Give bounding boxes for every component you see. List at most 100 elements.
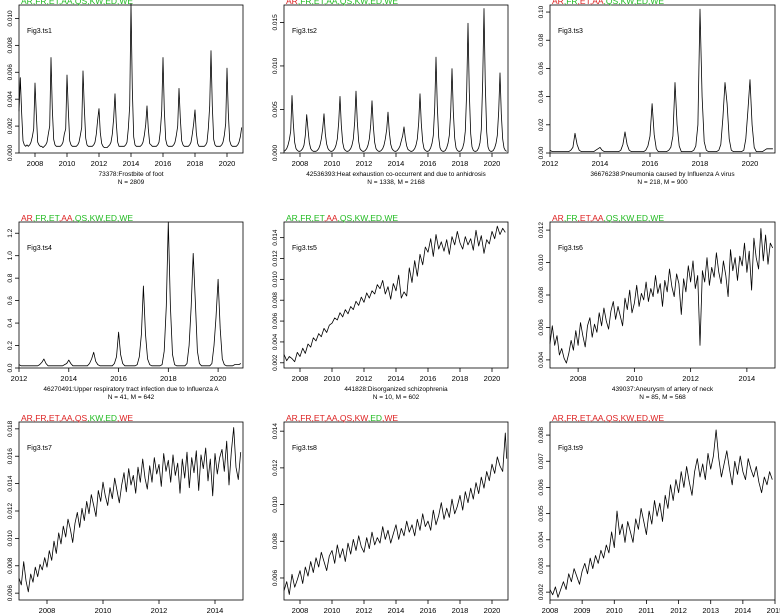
flag-separator: , (59, 0, 61, 6)
stats-label: N = 1338, M = 2168 (367, 179, 425, 186)
x-tick-label: 2009 (574, 606, 591, 615)
flag-separator: , (604, 213, 606, 223)
flag-separator: , (312, 413, 314, 423)
y-tick-label: 0.006 (7, 64, 14, 81)
flag-row: AR,FR,ET,AA,QS,KW,ED,WE (21, 0, 133, 6)
x-tick-label: 2008 (570, 374, 587, 383)
flag-separator: , (59, 413, 61, 423)
flag-separator: , (618, 413, 620, 423)
flag-qs: QS (606, 213, 619, 223)
y-tick-label: 0.8 (7, 273, 14, 282)
x-tick-label: 2014 (123, 159, 140, 168)
plot-frame (18, 421, 244, 601)
x-tick-label: 2014 (592, 159, 609, 168)
stats-label: N = 85, M = 568 (639, 394, 686, 401)
flag-qs: QS (75, 213, 88, 223)
plot-frame (283, 421, 509, 601)
flag-separator: , (590, 413, 592, 423)
flag-separator: , (648, 0, 650, 6)
flag-qs: QS (75, 413, 88, 423)
flag-qs: QS (606, 413, 619, 423)
flag-fr: FR (35, 0, 46, 6)
flag-qs: QS (606, 0, 619, 6)
y-tick-label: 0.08 (538, 34, 545, 47)
y-tick-label: 0.018 (7, 420, 14, 437)
panel-id-label: Fig3.ts8 (292, 445, 317, 452)
x-tick-label: 2014 (388, 159, 405, 168)
y-tick-label: 0.10 (538, 5, 545, 18)
flag-separator: , (590, 0, 592, 6)
flag-fr: FR (300, 213, 311, 223)
flag-we: WE (650, 413, 664, 423)
x-tick-label: 2013 (702, 606, 719, 615)
stats-label: N = 41, M = 642 (108, 394, 155, 401)
flag-separator: , (87, 413, 89, 423)
x-tick-label: 2018 (160, 374, 177, 383)
flag-we: WE (119, 0, 133, 6)
x-tick-label: 2008 (542, 606, 559, 615)
y-tick-label: 0.02 (538, 118, 545, 131)
flag-separator: , (47, 413, 49, 423)
y-tick-label: 0.010 (272, 57, 279, 74)
x-tick-label: 2016 (420, 159, 437, 168)
x-tick-label: 2008 (292, 159, 309, 168)
y-tick-label: 0.012 (538, 222, 545, 239)
flag-separator: , (368, 0, 370, 6)
x-tick-label: 2012 (11, 374, 28, 383)
flag-we: WE (650, 213, 664, 223)
flag-et: ET (49, 213, 60, 223)
x-tick-label: 2018 (692, 159, 709, 168)
y-tick-label: 0.004 (538, 351, 545, 368)
x-axis-label: 46270491:Upper respiratory tract infecti… (43, 386, 219, 393)
x-tick-label: 2008 (39, 606, 56, 615)
x-tick-label: 2018 (452, 159, 469, 168)
plot-frame (549, 421, 776, 601)
flag-et: ET (580, 0, 591, 6)
plot-frame (549, 221, 776, 369)
flag-we: WE (119, 413, 133, 423)
x-axis-label: 42536393:Heat exhaustion co-occurrent an… (306, 171, 486, 178)
y-tick-label: 0.004 (7, 91, 14, 108)
y-tick-label: 0.014 (272, 229, 279, 246)
y-tick-label: 0.003 (538, 557, 545, 574)
flag-aa: AA (326, 213, 338, 223)
flag-row: AR,FR,ET,AA,QS,KW,ED,WE (286, 213, 398, 223)
flag-qs: QS (340, 213, 353, 223)
flag-we: WE (384, 213, 398, 223)
flag-fr: FR (566, 213, 577, 223)
flag-ar: AR (552, 213, 564, 223)
flag-separator: , (338, 0, 340, 6)
y-tick-label: 0.2 (7, 341, 14, 350)
flag-separator: , (648, 413, 650, 423)
x-tick-label: 2016 (642, 159, 659, 168)
series-line (283, 225, 506, 363)
x-tick-label: 2020 (484, 159, 501, 168)
flag-separator: , (87, 213, 89, 223)
x-tick-label: 2010 (324, 159, 341, 168)
x-tick-label: 2014 (388, 606, 405, 615)
flag-separator: , (634, 413, 636, 423)
series-line (549, 8, 773, 152)
y-tick-label: 0.000 (272, 144, 279, 161)
x-tick-label: 2010 (324, 606, 341, 615)
y-tick-label: 0.004 (272, 333, 279, 350)
panel-id-label: Fig3.ts2 (292, 28, 317, 35)
y-tick-label: 0.006 (7, 585, 14, 602)
series-line (18, 427, 242, 593)
flag-ed: ED (636, 0, 648, 6)
y-tick-label: 0.015 (272, 14, 279, 31)
x-tick-label: 2020 (742, 159, 759, 168)
x-tick-label: 2014 (739, 374, 756, 383)
flag-separator: , (117, 413, 119, 423)
flag-separator: , (312, 0, 314, 6)
flag-et: ET (580, 413, 591, 423)
panel-id-label: Fig3.ts1 (27, 28, 52, 35)
flag-separator: , (117, 213, 119, 223)
y-tick-label: 0.006 (272, 569, 279, 586)
x-tick-label: 2020 (484, 374, 501, 383)
y-tick-label: 0.04 (538, 90, 545, 103)
flag-row: AR,FR,ET,AA,QS,KW,ED,WE (21, 413, 133, 423)
flag-separator: , (352, 0, 354, 6)
